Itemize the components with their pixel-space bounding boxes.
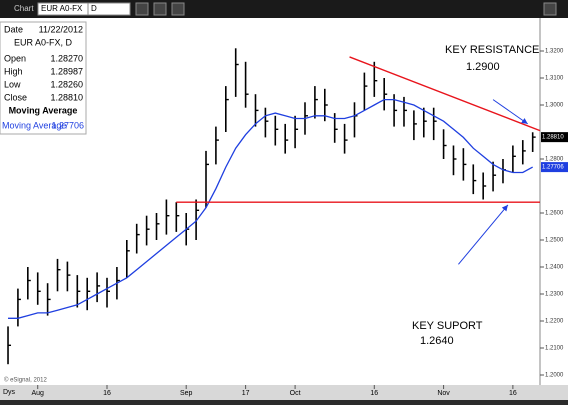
info-label: Close — [4, 92, 27, 102]
x-tick-label: 16 — [103, 390, 111, 397]
last-price-box — [541, 132, 568, 143]
x-tick-label: 16 — [370, 390, 378, 397]
x-tick-label: Aug — [31, 390, 44, 397]
plot-area — [0, 18, 568, 385]
copyright: © eSignal, 2012 — [4, 377, 47, 384]
y-tick-label: 1.2300 — [545, 292, 564, 298]
symbol: EUR A0-FX — [41, 4, 83, 13]
annotation-arrow — [458, 204, 509, 265]
x-tick-label: 16 — [509, 390, 517, 397]
info-value: 1.28260 — [50, 79, 83, 89]
x-axis-band — [0, 385, 568, 400]
y-tick-label: 1.2100 — [545, 346, 564, 352]
last-ma: 1.27706 — [542, 165, 564, 171]
y-tick-label: 1.2400 — [545, 265, 564, 271]
study-title: Moving Average — [9, 105, 78, 115]
y-tick-label: 1.3000 — [545, 103, 564, 109]
info-label: Low — [4, 79, 21, 89]
info-label: Date — [4, 24, 23, 34]
annotation-arrow — [492, 99, 529, 125]
x-tick-label: Sep — [180, 390, 193, 397]
x-tick-label: Oct — [290, 390, 301, 397]
y-tick-label: 1.2000 — [545, 373, 564, 379]
annotation-value: 1.2640 — [420, 335, 454, 347]
info-value: 1.28987 — [50, 66, 83, 76]
annotation: KEY RESISTANCE — [445, 44, 539, 56]
info-value: 1.28270 — [50, 53, 83, 63]
tool-button[interactable] — [171, 2, 185, 16]
y-tick-label: 1.3100 — [545, 76, 564, 82]
close-button[interactable] — [543, 2, 557, 16]
info-value: 1.28810 — [50, 92, 83, 102]
y-tick-label: 1.3200 — [545, 49, 564, 55]
interval: D — [91, 4, 97, 13]
y-tick-label: 1.2200 — [545, 319, 564, 325]
period: Dys — [3, 389, 16, 396]
last-price: 1.28810 — [542, 135, 564, 141]
info-value: 11/22/2012 — [39, 24, 83, 34]
trendline — [349, 56, 541, 132]
interval-box[interactable] — [87, 2, 131, 16]
x-tick-label: Nov — [437, 390, 450, 397]
study-label: Moving Average — [2, 120, 66, 130]
x-tick-label: 17 — [242, 390, 250, 397]
info-panel — [0, 21, 87, 135]
y-tick-label: 1.2800 — [545, 157, 564, 163]
info-label: High — [4, 66, 23, 76]
window-title: Chart — [14, 4, 34, 13]
info-symbol: EUR A0-FX, D — [14, 37, 73, 47]
y-tick-label: 1.2500 — [545, 238, 564, 244]
study-value: 1.27706 — [51, 120, 84, 130]
last-ma-box — [541, 162, 568, 173]
tool-button[interactable] — [153, 2, 167, 16]
y-tick-label: 1.2600 — [545, 211, 564, 217]
tool-button[interactable] — [135, 2, 149, 16]
info-label: Open — [4, 53, 26, 63]
annotation-value: 1.2900 — [466, 61, 500, 73]
annotation: KEY SUPORT — [412, 320, 483, 332]
moving-average-line — [8, 98, 533, 319]
